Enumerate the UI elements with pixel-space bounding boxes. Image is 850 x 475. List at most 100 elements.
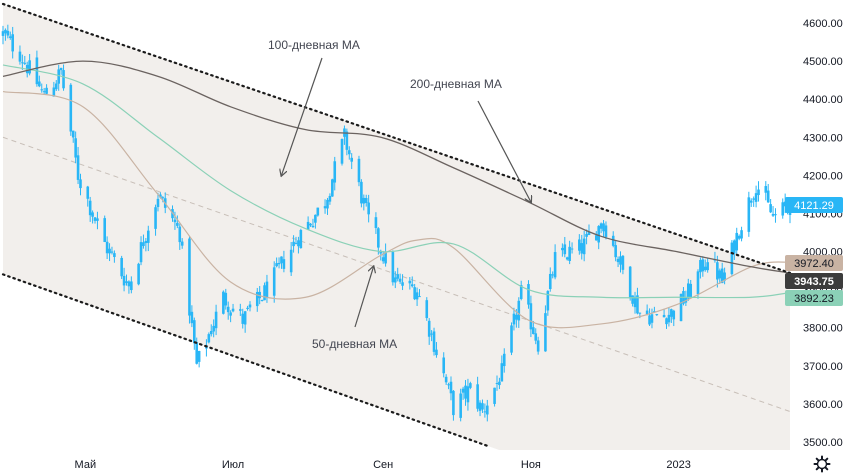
candle <box>8 31 12 40</box>
candle <box>137 262 140 286</box>
candle <box>602 220 605 238</box>
candle <box>401 274 404 291</box>
candle <box>154 204 157 236</box>
candle <box>1 25 5 45</box>
candle <box>502 348 506 373</box>
time-axis[interactable]: Май Июл Сен Ноя 2023 <box>75 459 691 471</box>
candle <box>432 327 436 356</box>
candle <box>239 303 242 316</box>
channel-lower-line <box>1 273 489 447</box>
gear-icon[interactable] <box>813 455 831 473</box>
candle <box>139 236 143 266</box>
candle <box>248 301 252 312</box>
candle <box>425 297 429 321</box>
candle <box>96 211 99 230</box>
candle <box>716 255 719 288</box>
candle <box>408 276 412 290</box>
candle <box>466 378 470 411</box>
candle <box>689 279 693 298</box>
candle <box>667 307 671 327</box>
candle <box>740 226 743 242</box>
candle <box>718 268 722 284</box>
candle <box>703 259 707 272</box>
candle <box>459 388 462 422</box>
candle <box>548 267 552 292</box>
candle <box>510 322 513 356</box>
candle <box>340 138 344 166</box>
candle <box>367 194 370 223</box>
candle <box>534 328 538 345</box>
candle <box>224 288 228 310</box>
candle <box>495 375 499 391</box>
y-tick-label: 3800.00 <box>803 323 843 335</box>
candle <box>570 242 574 254</box>
candle <box>701 256 705 277</box>
candle <box>461 386 465 400</box>
candle <box>180 238 184 249</box>
candle <box>71 130 75 143</box>
candle <box>384 243 387 267</box>
candle <box>774 208 777 223</box>
candle <box>306 216 310 231</box>
candle <box>481 399 484 413</box>
candle <box>42 87 46 95</box>
candle <box>648 308 651 326</box>
candle <box>553 244 557 280</box>
candle <box>621 255 625 275</box>
candle <box>580 234 584 260</box>
ma-200-line <box>2 60 791 274</box>
candle <box>410 276 414 288</box>
candle <box>88 196 92 222</box>
candle <box>498 377 501 390</box>
candle <box>360 179 363 208</box>
candle <box>464 380 467 406</box>
y-tick-label: 4300.00 <box>803 132 843 144</box>
candle <box>280 256 283 269</box>
candle <box>764 181 768 201</box>
candle <box>752 196 755 207</box>
candle <box>670 308 673 323</box>
candle <box>653 306 656 313</box>
candle <box>323 199 327 214</box>
annotation-label: 200-дневная MA <box>410 77 502 91</box>
candle <box>672 309 676 327</box>
candle <box>771 206 775 218</box>
candle <box>398 273 402 284</box>
candle <box>391 250 395 286</box>
price-badge: 3943.75 <box>785 273 843 289</box>
candle <box>299 228 303 249</box>
candle <box>38 75 41 88</box>
price-badge-label: 3943.75 <box>794 276 834 288</box>
candle <box>650 308 654 329</box>
candle <box>730 240 734 276</box>
candle <box>655 313 659 316</box>
candle <box>193 317 196 350</box>
annotation-arrow <box>354 267 373 328</box>
candle <box>292 235 295 253</box>
candle <box>587 224 591 236</box>
y-tick-label: 3700.00 <box>803 361 843 373</box>
candle <box>500 355 504 382</box>
candle <box>374 212 378 234</box>
candle <box>578 234 581 255</box>
candle <box>565 256 569 261</box>
candle <box>430 330 433 342</box>
candle <box>616 256 620 268</box>
candle <box>328 193 332 205</box>
candle <box>469 381 472 390</box>
candle <box>130 276 133 294</box>
candle <box>190 305 194 328</box>
candle <box>11 26 14 59</box>
candle <box>120 255 123 280</box>
candle <box>551 271 554 279</box>
candle <box>720 262 724 284</box>
candle <box>447 382 450 390</box>
moving-averages <box>2 60 791 329</box>
candle <box>614 240 617 262</box>
candle <box>444 374 448 385</box>
candle <box>110 246 114 255</box>
candle <box>207 332 211 344</box>
price-badge-label: 4121.29 <box>794 200 834 212</box>
y-tick-label: 4400.00 <box>803 94 843 106</box>
candle <box>6 24 10 39</box>
